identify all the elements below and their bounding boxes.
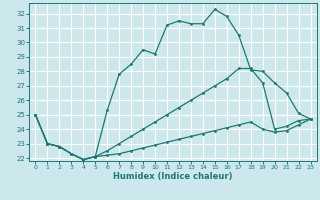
X-axis label: Humidex (Indice chaleur): Humidex (Indice chaleur) [113, 172, 233, 181]
